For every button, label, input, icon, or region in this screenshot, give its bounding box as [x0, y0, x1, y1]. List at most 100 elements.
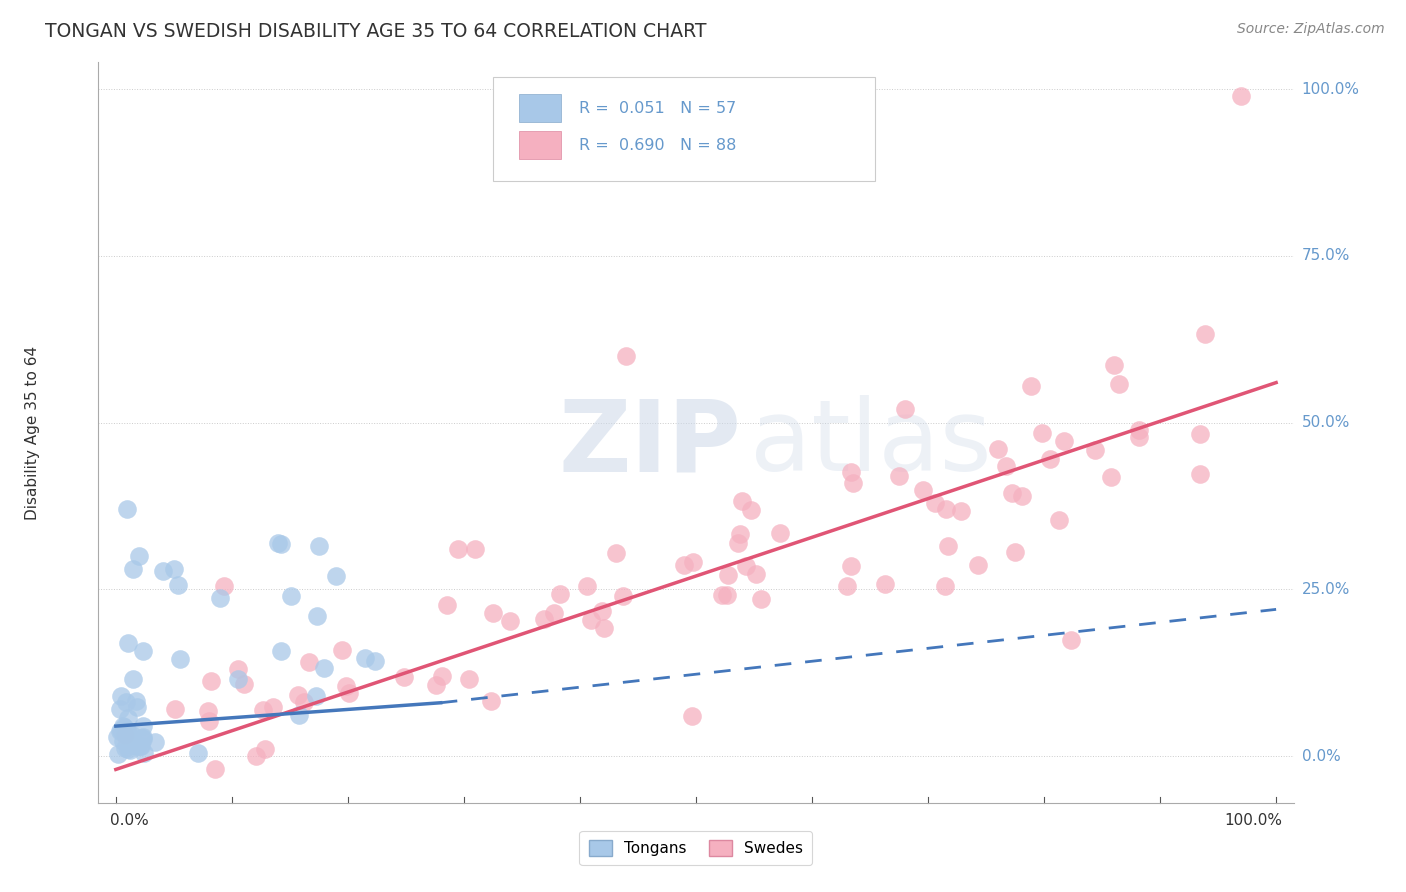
Point: [262, 700, 284, 714]
Point: [132, 731, 155, 746]
Point: [187, 746, 209, 760]
Point: [447, 542, 470, 557]
Point: [125, 699, 148, 714]
Text: 100.0%: 100.0%: [1223, 813, 1282, 828]
Point: [121, 738, 143, 752]
Point: [124, 693, 146, 707]
Point: [117, 711, 139, 725]
Point: [548, 587, 571, 601]
Point: [749, 592, 772, 607]
Text: 0.0%: 0.0%: [110, 813, 149, 828]
Point: [226, 662, 249, 676]
Point: [987, 442, 1010, 457]
Point: [163, 702, 186, 716]
Point: [464, 542, 486, 557]
Point: [131, 730, 153, 744]
Point: [132, 718, 155, 732]
Text: ZIP: ZIP: [558, 395, 741, 492]
Point: [108, 724, 131, 739]
Point: [581, 613, 603, 627]
Point: [108, 702, 131, 716]
Point: [1230, 88, 1253, 103]
Point: [117, 502, 139, 516]
Point: [949, 504, 972, 518]
Point: [1039, 452, 1062, 467]
Point: [212, 579, 235, 593]
Point: [305, 609, 328, 624]
Point: [197, 714, 219, 729]
Point: [118, 743, 141, 757]
Point: [1000, 486, 1022, 500]
Point: [612, 589, 634, 603]
Point: [717, 568, 740, 582]
Point: [934, 579, 956, 593]
Point: [727, 535, 749, 549]
Point: [740, 503, 762, 517]
Point: [209, 591, 232, 606]
Text: 100.0%: 100.0%: [1302, 82, 1360, 96]
Text: R =  0.690   N = 88: R = 0.690 N = 88: [579, 138, 737, 153]
Point: [163, 562, 186, 576]
Point: [122, 562, 145, 576]
Point: [1128, 430, 1150, 444]
Point: [226, 673, 249, 687]
Point: [325, 569, 347, 583]
Text: 0.0%: 0.0%: [1302, 748, 1340, 764]
Point: [117, 726, 139, 740]
Point: [1108, 377, 1130, 392]
Point: [1099, 469, 1122, 483]
Point: [232, 676, 254, 690]
Text: Disability Age 35 to 64: Disability Age 35 to 64: [25, 345, 41, 520]
Point: [1060, 633, 1083, 648]
Text: Source: ZipAtlas.com: Source: ZipAtlas.com: [1237, 22, 1385, 37]
Point: [1011, 489, 1033, 503]
Point: [425, 678, 447, 692]
Point: [769, 526, 792, 541]
Point: [245, 749, 267, 764]
Point: [436, 598, 458, 612]
Point: [270, 644, 292, 658]
Point: [117, 636, 139, 650]
Point: [110, 723, 132, 737]
Point: [111, 734, 134, 748]
Point: [1104, 358, 1126, 372]
Point: [995, 459, 1018, 474]
Point: [681, 708, 703, 723]
Point: [839, 559, 862, 574]
Point: [287, 689, 309, 703]
Point: [107, 747, 129, 761]
Point: [924, 496, 946, 510]
Point: [1047, 513, 1070, 527]
Point: [543, 607, 565, 621]
Point: [887, 469, 910, 483]
Point: [308, 539, 330, 553]
Point: [716, 588, 738, 602]
Point: [288, 707, 311, 722]
Point: [145, 735, 167, 749]
Point: [1189, 426, 1212, 441]
Point: [129, 739, 152, 753]
Point: [117, 741, 139, 756]
Point: [1084, 442, 1107, 457]
Point: [458, 672, 481, 686]
Point: [112, 719, 135, 733]
Point: [169, 651, 191, 665]
Point: [591, 604, 613, 618]
Point: [479, 694, 502, 708]
Point: [482, 606, 505, 620]
Point: [1031, 426, 1053, 441]
Point: [125, 739, 148, 754]
Point: [200, 673, 222, 688]
Point: [298, 655, 321, 669]
Text: 25.0%: 25.0%: [1302, 582, 1350, 597]
Text: 50.0%: 50.0%: [1302, 415, 1350, 430]
FancyBboxPatch shape: [519, 131, 561, 160]
Point: [364, 654, 387, 668]
Point: [305, 689, 328, 703]
Point: [115, 695, 138, 709]
Point: [114, 725, 136, 739]
Text: 75.0%: 75.0%: [1302, 248, 1350, 263]
Point: [114, 728, 136, 742]
Point: [337, 686, 360, 700]
Point: [936, 539, 959, 553]
